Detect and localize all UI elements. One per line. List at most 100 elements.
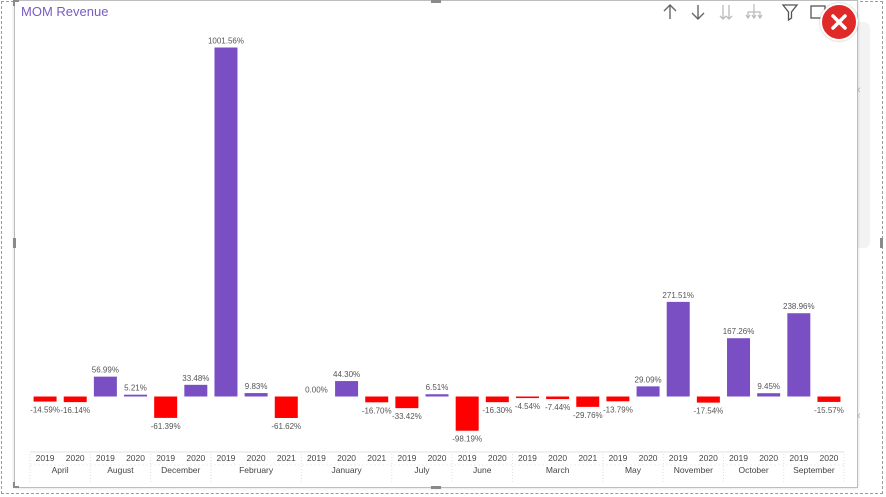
x-tick-label-year: 2019 (156, 453, 175, 463)
resize-handle-bottom-left-v[interactable] (13, 482, 15, 488)
bar[interactable] (33, 396, 57, 402)
bar[interactable] (274, 396, 298, 418)
filter-icon[interactable] (780, 2, 800, 22)
x-tick-label-year: 2019 (669, 453, 688, 463)
bar[interactable] (154, 396, 178, 418)
bar[interactable] (485, 396, 509, 403)
x-tick-label-month: October (738, 465, 768, 475)
bar[interactable] (244, 393, 268, 397)
data-label: 1001.56% (208, 37, 244, 46)
x-tick-label-year: 2019 (96, 453, 115, 463)
x-tick-label-year: 2019 (307, 453, 326, 463)
bar[interactable] (93, 376, 117, 397)
data-label: 271.51% (662, 291, 694, 300)
x-tick-label-year: 2019 (217, 453, 236, 463)
expand-hierarchy-icon[interactable] (744, 2, 764, 22)
bar[interactable] (727, 338, 751, 397)
x-tick-label-month: August (107, 465, 134, 475)
bar[interactable] (817, 396, 841, 402)
x-tick-label-year: 2020 (66, 453, 85, 463)
bar[interactable] (576, 396, 600, 407)
data-label: 6.51% (426, 383, 449, 392)
data-label: -16.30% (482, 406, 512, 415)
bar[interactable] (365, 396, 389, 403)
resize-handle-top-left-v[interactable] (13, 0, 15, 6)
bar[interactable] (124, 394, 148, 397)
x-tick-label-year: 2021 (578, 453, 597, 463)
x-tick-label-month: July (414, 465, 430, 475)
data-label: -14.59% (30, 406, 60, 415)
bar[interactable] (63, 396, 87, 403)
data-label: 238.96% (783, 302, 815, 311)
data-label: 5.21% (124, 384, 147, 393)
data-label: 0.00% (305, 386, 328, 395)
x-tick-label-year: 2021 (367, 453, 386, 463)
data-label: 167.26% (723, 327, 755, 336)
x-tick-label-month: March (546, 465, 570, 475)
x-tick-label-year: 2019 (397, 453, 416, 463)
x-tick-label-year: 2019 (729, 453, 748, 463)
bar[interactable] (214, 47, 238, 397)
x-tick-label-year: 2020 (639, 453, 658, 463)
x-tick-label-year: 2020 (126, 453, 145, 463)
double-arrow-down-icon[interactable] (716, 2, 736, 22)
close-icon (831, 14, 847, 30)
bar[interactable] (606, 396, 630, 402)
x-tick-label-month: June (473, 465, 492, 475)
x-tick-label-year: 2020 (186, 453, 205, 463)
data-label: -98.19% (452, 435, 482, 444)
bar[interactable] (757, 393, 781, 397)
chevron-left-icon[interactable]: ‹ (857, 410, 861, 422)
x-tick-label-month: December (161, 465, 200, 475)
bar[interactable] (184, 384, 208, 397)
data-label: -4.54% (515, 402, 540, 411)
x-tick-label-year: 2020 (247, 453, 266, 463)
bar[interactable] (335, 381, 359, 397)
x-tick-label-year: 2020 (428, 453, 447, 463)
data-label: -13.79% (603, 405, 633, 414)
bar[interactable] (696, 396, 720, 403)
arrow-up-icon[interactable] (660, 2, 680, 22)
bar[interactable] (666, 301, 690, 397)
resize-handle-bottom-left[interactable] (13, 486, 19, 488)
data-label: 9.83% (245, 382, 268, 391)
data-label: 33.48% (182, 374, 209, 383)
x-tick-label-year: 2020 (548, 453, 567, 463)
x-tick-label-month: February (239, 465, 274, 475)
x-tick-label-year: 2019 (608, 453, 627, 463)
data-label: -61.62% (271, 422, 301, 431)
bar[interactable] (455, 396, 479, 431)
x-tick-label-year: 2020 (820, 453, 839, 463)
data-label: 56.99% (92, 366, 119, 375)
bar[interactable] (515, 396, 539, 399)
chevron-left-icon[interactable]: ‹ (857, 84, 861, 96)
resize-handle-top-left[interactable] (13, 0, 19, 2)
data-label: -15.57% (814, 406, 844, 415)
x-tick-label-month: May (625, 465, 642, 475)
data-label: -29.76% (573, 411, 603, 420)
x-tick-label-year: 2020 (699, 453, 718, 463)
resize-handle-top[interactable] (431, 0, 441, 3)
x-tick-label-month: September (793, 465, 835, 475)
arrow-down-icon[interactable] (688, 2, 708, 22)
visual-title: MOM Revenue (21, 4, 109, 19)
bar[interactable] (546, 396, 570, 400)
bar[interactable] (787, 313, 811, 397)
bar[interactable] (425, 394, 449, 397)
x-tick-label-month: January (331, 465, 362, 475)
resize-handle-right-canvas[interactable] (880, 238, 883, 248)
x-tick-label-year: 2020 (488, 453, 507, 463)
resize-handle-left[interactable] (13, 238, 16, 248)
close-button[interactable] (820, 3, 858, 41)
data-label: -33.42% (392, 412, 422, 421)
data-label: -7.44% (545, 403, 570, 412)
data-label: -17.54% (693, 407, 723, 416)
x-tick-label-year: 2019 (36, 453, 55, 463)
data-label: -61.39% (151, 422, 181, 431)
resize-handle-bottom[interactable] (431, 486, 441, 489)
bar[interactable] (636, 386, 660, 397)
bar[interactable] (395, 396, 419, 409)
x-tick-label-year: 2020 (759, 453, 778, 463)
data-label: 44.30% (333, 370, 360, 379)
